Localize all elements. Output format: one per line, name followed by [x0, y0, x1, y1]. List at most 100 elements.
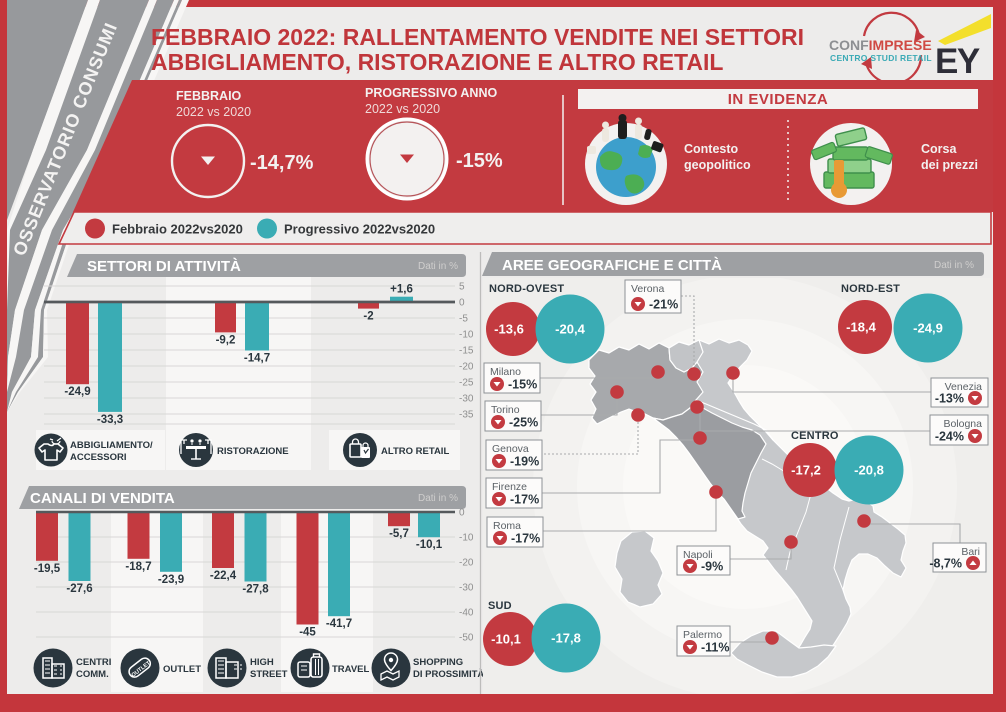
svg-text:-25: -25: [459, 378, 474, 389]
svg-text:-17,2: -17,2: [791, 463, 821, 478]
svg-text:-17%: -17%: [511, 532, 540, 546]
svg-text:-30: -30: [459, 394, 474, 405]
svg-text:CONFIMPRESE: CONFIMPRESE: [829, 37, 932, 53]
svg-text:0: 0: [459, 298, 465, 309]
svg-text:-19,5: -19,5: [34, 563, 61, 575]
svg-text:Bologna: Bologna: [943, 418, 982, 430]
svg-text:-19%: -19%: [510, 455, 539, 469]
svg-text:FEBBRAIO 2022: RALLENTAMENTO V: FEBBRAIO 2022: RALLENTAMENTO VENDITE NEI…: [151, 24, 804, 50]
svg-text:-10: -10: [459, 330, 474, 341]
svg-text:-18,4: -18,4: [846, 320, 876, 335]
svg-text:-13%: -13%: [935, 392, 964, 406]
svg-text:HIGH: HIGH: [250, 657, 274, 668]
svg-text:Genova: Genova: [492, 443, 529, 455]
svg-text:-27,6: -27,6: [66, 583, 92, 595]
svg-text:Venezia: Venezia: [945, 381, 983, 393]
svg-text:Febbraio 2022vs2020: Febbraio 2022vs2020: [112, 222, 243, 237]
svg-text:COMM.: COMM.: [76, 669, 109, 680]
svg-text:-24%: -24%: [935, 430, 964, 444]
svg-text:-9,2: -9,2: [216, 334, 236, 346]
svg-text:PROGRESSIVO ANNO: PROGRESSIVO ANNO: [365, 86, 497, 100]
svg-text:0: 0: [459, 508, 465, 519]
svg-text:Firenze: Firenze: [492, 481, 527, 493]
svg-text:-13,6: -13,6: [494, 322, 524, 337]
svg-text:dei prezzi: dei prezzi: [921, 158, 978, 172]
svg-text:-11%: -11%: [701, 641, 730, 655]
svg-text:-21%: -21%: [649, 298, 678, 312]
svg-text:-9%: -9%: [701, 560, 723, 574]
svg-text:-10,1: -10,1: [491, 632, 521, 647]
svg-text:-30: -30: [459, 583, 474, 594]
svg-text:Dati in %: Dati in %: [934, 260, 974, 271]
svg-text:Bari: Bari: [961, 546, 980, 558]
svg-text:ABBIGLIAMENTO, RISTORAZIONE E: ABBIGLIAMENTO, RISTORAZIONE E ALTRO RETA…: [151, 49, 723, 75]
svg-text:-10: -10: [459, 533, 474, 544]
svg-text:2022 vs 2020: 2022 vs 2020: [365, 102, 440, 116]
svg-text:SHOPPING: SHOPPING: [413, 657, 463, 668]
svg-text:Dati in %: Dati in %: [418, 261, 458, 272]
svg-text:-14,7%: -14,7%: [250, 152, 314, 174]
svg-text:-20,4: -20,4: [555, 322, 585, 337]
svg-text:EY: EY: [935, 42, 980, 81]
svg-text:-25%: -25%: [509, 416, 538, 430]
svg-text:DI PROSSIMITÀ: DI PROSSIMITÀ: [413, 669, 484, 680]
svg-text:Palermo: Palermo: [683, 629, 722, 641]
svg-text:AREE GEOGRAFICHE E CITTÀ: AREE GEOGRAFICHE E CITTÀ: [502, 257, 722, 274]
svg-text:CENTRO STUDI RETAIL: CENTRO STUDI RETAIL: [830, 53, 932, 63]
svg-text:5: 5: [459, 282, 465, 293]
svg-text:-5: -5: [459, 314, 468, 325]
svg-text:Dati in %: Dati in %: [418, 493, 458, 504]
svg-text:-41,7: -41,7: [326, 618, 352, 630]
svg-text:SETTORI DI ATTIVITÀ: SETTORI DI ATTIVITÀ: [87, 258, 241, 275]
svg-text:Roma: Roma: [493, 520, 521, 532]
svg-text:ACCESSORI: ACCESSORI: [70, 452, 126, 463]
svg-text:-24,9: -24,9: [913, 321, 943, 336]
svg-text:Corsa: Corsa: [921, 142, 957, 156]
svg-text:RISTORAZIONE: RISTORAZIONE: [217, 446, 289, 457]
svg-text:2022 vs 2020: 2022 vs 2020: [176, 105, 251, 119]
svg-text:ABBIGLIAMENTO/: ABBIGLIAMENTO/: [70, 440, 153, 451]
svg-text:-45: -45: [299, 627, 316, 639]
svg-text:TRAVEL: TRAVEL: [332, 664, 369, 675]
svg-text:Contesto: Contesto: [684, 142, 739, 156]
svg-text:-27,8: -27,8: [242, 584, 269, 596]
svg-text:ALTRO RETAIL: ALTRO RETAIL: [381, 446, 449, 457]
svg-text:-15%: -15%: [456, 150, 503, 172]
svg-text:NORD-OVEST: NORD-OVEST: [489, 283, 564, 295]
svg-text:-23,9: -23,9: [158, 574, 184, 586]
svg-text:-14,7: -14,7: [244, 353, 270, 365]
svg-text:IN EVIDENZA: IN EVIDENZA: [728, 91, 829, 108]
svg-text:OUTLET: OUTLET: [163, 664, 201, 675]
svg-text:-18,7: -18,7: [125, 561, 151, 573]
svg-text:-15%: -15%: [508, 378, 537, 392]
svg-text:-35: -35: [459, 410, 474, 421]
svg-text:-17%: -17%: [510, 493, 539, 507]
svg-text:+1,6: +1,6: [390, 284, 413, 296]
svg-text:Verona: Verona: [631, 283, 664, 295]
svg-text:-22,4: -22,4: [210, 570, 237, 582]
svg-text:FEBBRAIO: FEBBRAIO: [176, 89, 242, 103]
svg-text:-10,1: -10,1: [416, 539, 443, 551]
svg-text:-50: -50: [459, 633, 474, 644]
svg-text:-20: -20: [459, 362, 474, 373]
svg-text:Progressivo 2022vs2020: Progressivo 2022vs2020: [284, 222, 435, 237]
svg-text:SUD: SUD: [488, 600, 512, 612]
svg-text:NORD-EST: NORD-EST: [841, 283, 900, 295]
svg-text:CANALI DI VENDITA: CANALI DI VENDITA: [30, 490, 175, 507]
svg-text:Milano: Milano: [490, 366, 521, 378]
svg-text:CENTRO: CENTRO: [791, 430, 839, 442]
svg-text:-33,3: -33,3: [97, 414, 123, 426]
svg-text:geopolitico: geopolitico: [684, 158, 751, 172]
svg-text:-17,8: -17,8: [551, 631, 581, 646]
svg-text:CENTRI: CENTRI: [76, 657, 111, 668]
svg-text:-15: -15: [459, 346, 474, 357]
svg-text:-8,7%: -8,7%: [929, 557, 962, 571]
svg-text:STREET: STREET: [250, 669, 288, 680]
svg-text:Napoli: Napoli: [683, 549, 713, 561]
svg-text:Torino: Torino: [491, 404, 520, 416]
svg-text:-24,9: -24,9: [64, 386, 90, 398]
svg-text:-2: -2: [363, 311, 373, 323]
svg-text:-40: -40: [459, 608, 474, 619]
svg-text:-20,8: -20,8: [854, 463, 884, 478]
svg-text:-5,7: -5,7: [389, 528, 409, 540]
